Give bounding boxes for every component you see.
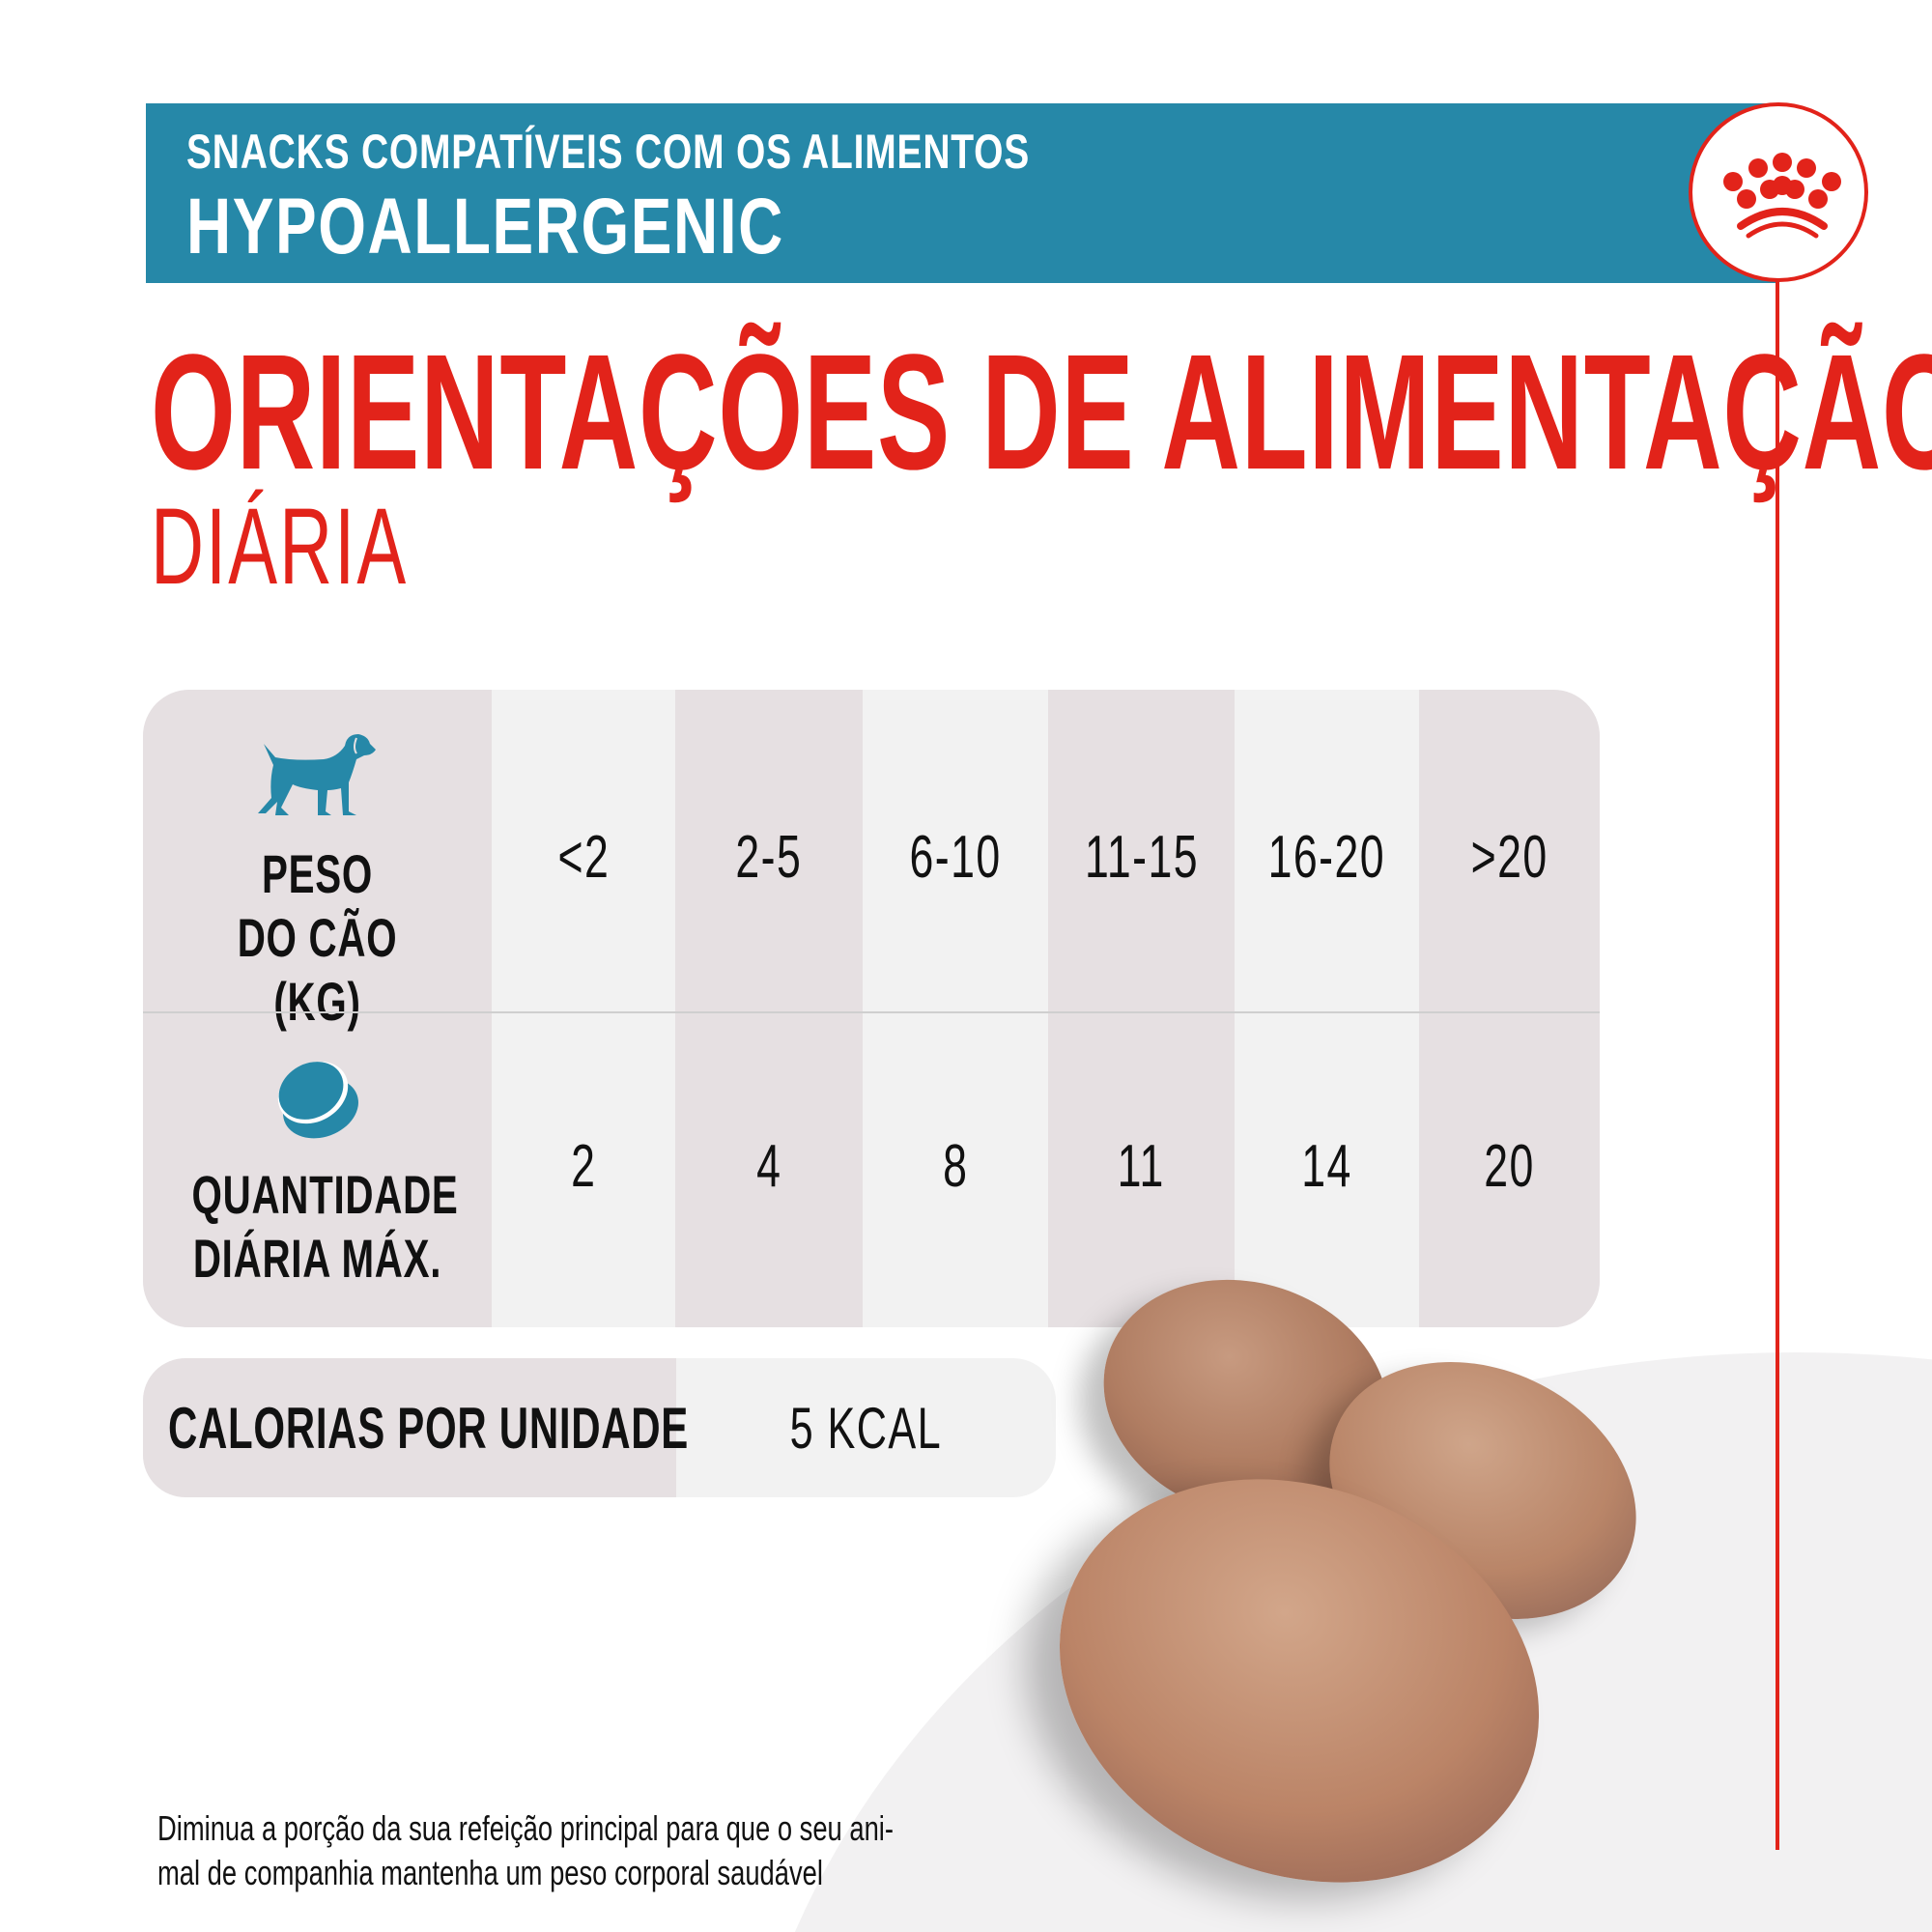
quantity-cell: 11 — [1117, 1133, 1166, 1200]
red-vertical-rule — [1776, 280, 1779, 1850]
quantity-cell: 4 — [755, 1133, 782, 1200]
column-weight-3: 6-10 8 — [863, 690, 1048, 1327]
weight-cell: <2 — [557, 824, 610, 891]
weight-cell: >20 — [1470, 824, 1548, 891]
weight-row-label: PESO DO CÃO (KG) — [237, 843, 398, 1032]
footnote-line-1: Diminua a porção da sua refeição princip… — [157, 1808, 894, 1848]
banner-product-line: HYPOALLERGENIC — [186, 183, 784, 270]
kibble-icon — [277, 1061, 358, 1139]
feeding-table: PESO DO CÃO (KG) QUANTIDADE DIÁRIA MÁX. … — [143, 690, 1600, 1327]
quantity-row-label: QUANTIDADE DIÁRIA MÁX. — [191, 1164, 459, 1289]
quantity-cell: 8 — [942, 1133, 969, 1200]
footnote-line-2: mal de companhia mantenha um peso corpor… — [157, 1853, 823, 1892]
column-weight-4: 11-15 11 — [1048, 690, 1235, 1327]
dog-icon — [258, 734, 376, 815]
column-weight-5: 16-20 14 — [1235, 690, 1419, 1327]
weight-cell: 2-5 — [735, 824, 803, 891]
brand-logo — [1689, 102, 1868, 282]
weight-cell: 11-15 — [1084, 824, 1199, 891]
page-title: ORIENTAÇÕES DE ALIMENTAÇÃO — [151, 321, 1932, 504]
calories-value: 5 KCAL — [789, 1396, 943, 1461]
calories-label: CALORIAS POR UNIDADE — [168, 1396, 690, 1461]
quantity-cell: 2 — [570, 1133, 597, 1200]
quantity-cell: 20 — [1484, 1133, 1535, 1200]
row-divider — [143, 1011, 1600, 1013]
column-weight-2: 2-5 4 — [675, 690, 863, 1327]
quantity-cell: 14 — [1301, 1133, 1352, 1200]
page-subtitle: DIÁRIA — [151, 486, 409, 607]
banner-subtitle: SNACKS COMPATÍVEIS COM OS ALIMENTOS — [186, 125, 1031, 179]
weight-cell: 6-10 — [909, 824, 1002, 891]
calories-bar: CALORIAS POR UNIDADE 5 KCAL — [143, 1358, 1056, 1497]
calories-label-cell: CALORIAS POR UNIDADE — [143, 1358, 688, 1497]
header-banner — [146, 103, 1778, 283]
weight-cell: 16-20 — [1267, 824, 1386, 891]
row-label-column: PESO DO CÃO (KG) QUANTIDADE DIÁRIA MÁX. — [143, 690, 492, 1327]
column-weight-1: <2 2 — [492, 690, 675, 1327]
crown-icon — [1723, 153, 1841, 239]
footnote: Diminua a porção da sua refeição princip… — [157, 1806, 1123, 1895]
column-weight-6: >20 20 — [1419, 690, 1600, 1327]
